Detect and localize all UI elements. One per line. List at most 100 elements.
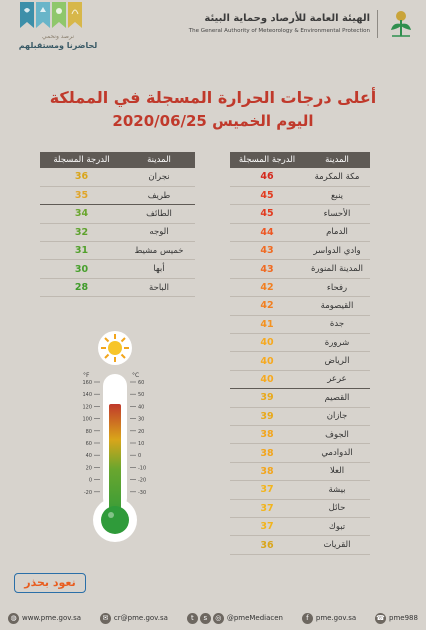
scale-tick-label: 0	[138, 453, 141, 459]
table-row: رفحاء 42	[230, 278, 370, 298]
temperature-cell: 38	[230, 462, 304, 482]
scale-tick-label: 20	[86, 465, 92, 471]
table-row: الأحساء 45	[230, 204, 370, 224]
tagline-top: نرصد ونحمي	[41, 33, 75, 40]
table-row: جازان 39	[230, 407, 370, 426]
city-cell: الجوف	[304, 425, 370, 445]
header: نرصد ونحمي لحاضرنا ومستقبلهم الهيئة العا…	[0, 0, 426, 60]
scale-tick-label: 50	[138, 392, 144, 398]
city-cell: طريف	[123, 186, 195, 206]
temperature-cell: 45	[230, 204, 304, 224]
city-cell: القيصومة	[304, 296, 370, 316]
pme-logo-icon	[391, 11, 411, 37]
tagline-bottom: لحاضرنا ومستقبلهم	[18, 41, 98, 50]
table-row: القيصومة 42	[230, 296, 370, 316]
city-cell: جدة	[304, 315, 370, 335]
table-row: الدوادمي 38	[230, 443, 370, 463]
scale-tick-label: 140	[82, 392, 92, 398]
city-cell: جازان	[304, 407, 370, 426]
table-row: الرياض 40	[230, 351, 370, 371]
table-row: الباحة 28	[40, 278, 195, 298]
city-cell: العلا	[304, 462, 370, 482]
city-cell: الوجه	[123, 223, 195, 243]
scale-tick-label: 30	[138, 417, 144, 423]
page-subtitle: اليوم الخميس 2020/06/25	[112, 112, 314, 130]
city-cell: بيشة	[304, 480, 370, 500]
table-header-row: المدينة الدرجة المسجلة	[230, 152, 370, 168]
snapchat-icon: s	[199, 612, 211, 624]
temperature-cell: 42	[230, 278, 304, 298]
table-row: ينبع 45	[230, 186, 370, 206]
city-cell: خميس مشيط	[123, 241, 195, 261]
table-row: مكة المكرمة 46	[230, 168, 370, 187]
city-cell: الباحة	[123, 278, 195, 298]
temperature-cell: 30	[40, 259, 123, 279]
scale-tick-label: 60	[138, 380, 144, 386]
temperature-cell: 36	[40, 168, 123, 187]
temperature-cell: 37	[230, 517, 304, 537]
table-row: القريات 36	[230, 535, 370, 555]
city-cell: الدمام	[304, 223, 370, 243]
temperature-cell: 40	[230, 333, 304, 353]
city-cell: القصيم	[304, 388, 370, 408]
facebook-icon: f	[301, 612, 313, 624]
city-cell: وادي الدواسر	[304, 241, 370, 261]
table-row: حائل 37	[230, 499, 370, 518]
header-divider	[377, 10, 378, 38]
temperature-cell: 46	[230, 168, 304, 187]
footer-phone[interactable]: ☎ pme988	[375, 612, 418, 624]
footer-social[interactable]: t s ◎ @pmeMediacen	[186, 612, 283, 624]
city-cell: تبوك	[304, 517, 370, 537]
vision-logo-icon	[20, 2, 82, 28]
scale-tick-label: 40	[138, 404, 144, 410]
table-row: الجوف 38	[230, 425, 370, 445]
temperature-cell: 34	[40, 204, 123, 224]
footer-website[interactable]: ◍ www.pme.gov.sa	[8, 612, 82, 624]
temperature-cell: 37	[230, 480, 304, 500]
table-row: الدمام 44	[230, 223, 370, 243]
temperature-cell: 37	[230, 499, 304, 518]
table-row: وادي الدواسر 43	[230, 241, 370, 261]
city-cell: الأحساء	[304, 204, 370, 224]
table-row: جدة 41	[230, 315, 370, 335]
temperature-cell: 40	[230, 370, 304, 390]
temperature-cell: 28	[40, 278, 123, 298]
page-title: أعلى درجات الحرارة المسجلة في المملكة	[49, 88, 377, 107]
footer-phone-text: pme988	[389, 614, 418, 622]
temperature-cell: 31	[40, 241, 123, 261]
city-cell: شرورة	[304, 333, 370, 353]
footer-website-text: www.pme.gov.sa	[22, 614, 82, 622]
temperature-cell: 42	[230, 296, 304, 316]
temperature-cell: 39	[230, 388, 304, 408]
temp-column-header: الدرجة المسجلة	[230, 152, 304, 168]
campaign-badge: نعود بحذر	[14, 573, 86, 593]
scale-tick-label: 0	[89, 478, 92, 484]
city-cell: القريات	[304, 535, 370, 555]
phone-icon: ☎	[375, 612, 387, 624]
temperature-cell: 45	[230, 186, 304, 206]
table-row: العلا 38	[230, 462, 370, 482]
table-row: المدينة المنورة 43	[230, 259, 370, 279]
celsius-ticks: 60 50 40 30 20 10 0 -10 -20 -30	[130, 380, 146, 496]
table-body: نجران 36 طريف 35 الطائف 34 الوجه 32 خميس مشيط 31 أ…	[40, 168, 195, 298]
city-cell: المدينة المنورة	[304, 259, 370, 279]
scale-tick-label: 120	[82, 404, 92, 410]
footer-email[interactable]: ✉ cr@pme.gov.sa	[99, 612, 168, 624]
city-cell: حائل	[304, 499, 370, 518]
fahrenheit-ticks: 160 140 120 100 80 60 40 20 0 -20	[82, 380, 100, 496]
table-row: نجران 36	[40, 168, 195, 187]
temperature-cell: 41	[230, 315, 304, 335]
scale-tick-label: 100	[82, 417, 92, 423]
city-cell: نجران	[123, 168, 195, 187]
tagline: نرصد ونحمي لحاضرنا ومستقبلهم	[8, 32, 108, 51]
instagram-icon: ◎	[212, 612, 224, 624]
footer-website2[interactable]: f pme.gov.sa	[301, 612, 356, 624]
temp-column-header: الدرجة المسجلة	[40, 152, 123, 168]
temperature-cell: 32	[40, 223, 123, 243]
scale-tick-label: 20	[138, 429, 144, 435]
temperature-cell: 38	[230, 425, 304, 445]
scale-tick-label: -20	[138, 478, 146, 484]
scale-tick-label: -30	[138, 490, 146, 496]
celsius-unit: °C	[132, 372, 139, 379]
